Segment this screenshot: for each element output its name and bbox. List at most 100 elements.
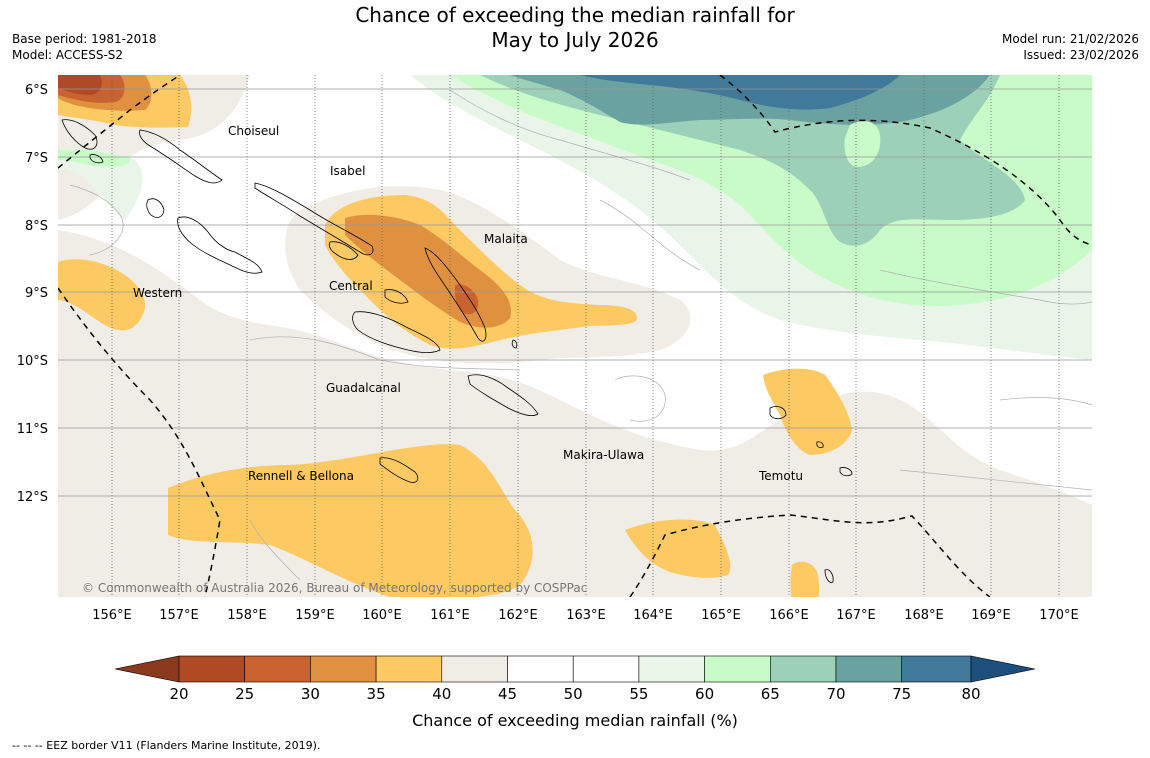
colorbar-tick: 30 — [301, 685, 320, 703]
colorbar-tick: 65 — [761, 685, 780, 703]
island-small-2 — [816, 441, 824, 449]
field-35-40-south — [625, 519, 731, 578]
colorbar-swatch — [310, 655, 377, 683]
field-35-40-south2 — [790, 561, 820, 597]
meridians — [111, 75, 1060, 597]
eez-borders — [58, 75, 1092, 597]
lon-label: 165°E — [701, 608, 741, 623]
lon-label: 159°E — [295, 608, 335, 623]
island-malaita — [424, 247, 487, 342]
colorbar-tick: 75 — [892, 685, 911, 703]
map-title: Chance of exceeding the median rainfall … — [0, 3, 1150, 53]
island-isabel — [254, 182, 374, 256]
latitude-labels: 6°S 7°S 8°S 9°S 10°S 11°S 12°S — [17, 83, 48, 505]
colorbar-swatch — [769, 655, 837, 683]
label-central: Central — [329, 279, 373, 293]
island-russell — [328, 241, 359, 260]
colorbar-tick: 35 — [367, 685, 386, 703]
colorbar-tick: 50 — [564, 685, 583, 703]
lon-label: 158°E — [227, 608, 267, 623]
region-labels: Choiseul Isabel Malaita Western Central … — [133, 124, 803, 483]
lon-label: 169°E — [971, 608, 1011, 623]
colorbar-tick: 80 — [961, 685, 980, 703]
colorbar-tick: 45 — [498, 685, 517, 703]
island-makira — [467, 374, 539, 416]
lon-label: 160°E — [362, 608, 402, 623]
base-period: Base period: 1981-2018 — [12, 32, 157, 46]
lon-label: 161°E — [430, 608, 470, 623]
eez-footnote: -- -- -- EEZ border V11 (Flanders Marine… — [12, 739, 321, 752]
island-guadalcanal — [352, 311, 441, 354]
lat-label: 12°S — [17, 490, 48, 505]
field-20-25-northwest — [58, 75, 102, 95]
colorbar-swatch — [704, 655, 771, 683]
issued-date: Issued: 23/02/2026 — [1023, 48, 1139, 62]
lat-label: 11°S — [17, 422, 48, 437]
colorbar-tick: 25 — [235, 685, 254, 703]
model-name: Model: ACCESS-S2 — [12, 48, 124, 62]
colorbar-swatch — [244, 655, 311, 683]
label-makira: Makira-Ulawa — [563, 448, 644, 462]
lon-label: 166°E — [769, 608, 809, 623]
island-shortlands — [61, 119, 98, 150]
island-small-3 — [511, 339, 518, 349]
label-guadalcanal: Guadalcanal — [326, 381, 401, 395]
field-55-60-west — [58, 148, 143, 220]
lat-label: 8°S — [25, 219, 48, 234]
colorbar-swatch — [638, 655, 705, 683]
label-rennell: Rennell & Bellona — [248, 469, 354, 483]
label-isabel: Isabel — [330, 164, 365, 178]
label-western: Western — [133, 286, 182, 300]
colorbar-ticks: 20 25 30 35 40 45 50 55 60 65 70 75 80 — [169, 685, 980, 703]
copyright-notice: © Commonwealth of Australia 2026, Bureau… — [82, 581, 587, 595]
island-choiseul — [139, 129, 223, 184]
field-65-70-island — [844, 121, 881, 168]
colorbar-tick: 55 — [629, 685, 648, 703]
colorbar-tick: 70 — [826, 685, 845, 703]
island-santa-cruz — [769, 406, 787, 420]
island-rennell — [379, 457, 419, 483]
label-choiseul: Choiseul — [228, 124, 279, 138]
model-run: Model run: 21/02/2026 — [1001, 32, 1139, 46]
coastlines — [61, 119, 853, 583]
title-line-1: Chance of exceeding the median rainfall … — [355, 3, 795, 27]
header-left: Base period: 1981-2018 Model: ACCESS-S2 — [12, 31, 157, 63]
island-florida — [384, 289, 409, 304]
map-area — [58, 75, 1092, 597]
colorbar-swatch — [178, 655, 245, 683]
island-new-georgia — [177, 216, 263, 274]
header-right: Model run: 21/02/2026 Issued: 23/02/2026 — [1002, 31, 1139, 63]
colorbar-swatch — [441, 655, 508, 683]
lon-label: 167°E — [836, 608, 876, 623]
colorbar-tick: 60 — [695, 685, 714, 703]
label-temotu: Temotu — [758, 469, 803, 483]
lon-label: 164°E — [633, 608, 673, 623]
island-small-5 — [824, 569, 834, 583]
gridlines — [58, 88, 1092, 497]
colorbar-arrow-low — [114, 655, 180, 683]
colorbar — [114, 655, 1036, 683]
colorbar-label: Chance of exceeding median rainfall (%) — [412, 711, 738, 730]
lat-label: 6°S — [25, 83, 48, 98]
lon-label: 156°E — [92, 608, 132, 623]
colorbar-swatch — [572, 655, 640, 683]
island-vella — [146, 198, 165, 218]
colorbar-swatch — [507, 655, 574, 683]
field-35-40-western — [58, 259, 145, 331]
colorbar-swatch — [901, 655, 972, 683]
lat-label: 7°S — [25, 151, 48, 166]
colorbar-tick: 40 — [432, 685, 451, 703]
title-line-2: May to July 2026 — [491, 28, 659, 52]
lat-label: 10°S — [17, 354, 48, 369]
island-small-4 — [89, 154, 104, 164]
field-35-40-rennell — [168, 444, 533, 597]
colorbar-tick: 20 — [169, 685, 188, 703]
lon-label: 168°E — [904, 608, 944, 623]
colorbar-swatch — [375, 655, 443, 683]
island-small-1 — [839, 467, 853, 477]
lon-label: 162°E — [498, 608, 538, 623]
field-35-40-temotu — [763, 368, 852, 455]
longitude-labels: 156°E 157°E 158°E 159°E 160°E 161°E 162°… — [92, 608, 1079, 623]
lon-label: 170°E — [1039, 608, 1079, 623]
